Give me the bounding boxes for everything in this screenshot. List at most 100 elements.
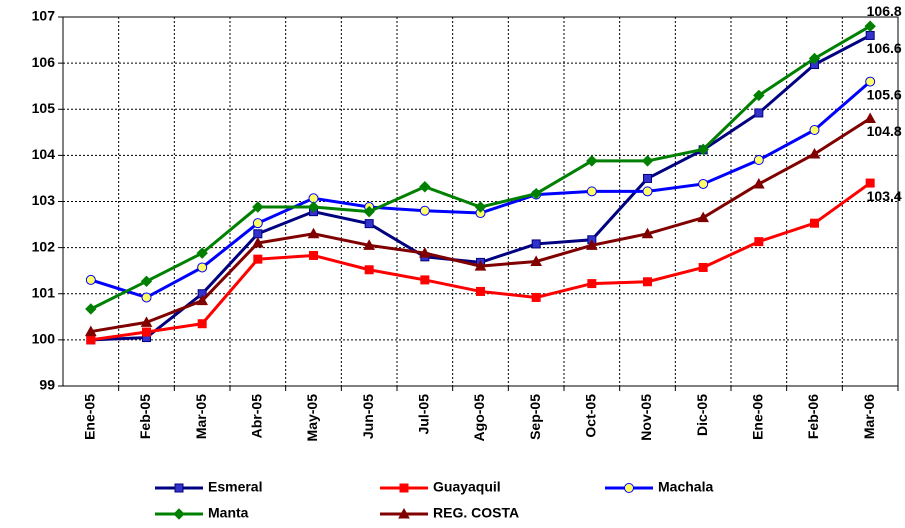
y-tick-label: 102 xyxy=(32,238,56,254)
marker xyxy=(419,205,430,216)
marker xyxy=(252,201,264,213)
x-tick-label: Jun-05 xyxy=(360,394,376,439)
marker xyxy=(587,279,597,289)
y-tick-label: 100 xyxy=(32,331,56,347)
marker xyxy=(753,154,764,165)
x-tick-label: Dic-05 xyxy=(694,394,710,436)
marker xyxy=(754,237,764,247)
y-tick-label: 106 xyxy=(32,54,56,70)
marker xyxy=(142,327,151,337)
marker xyxy=(173,508,185,520)
y-tick-label: 103 xyxy=(32,192,56,208)
x-tick-label: Ago-05 xyxy=(471,394,487,442)
marker xyxy=(140,275,153,288)
marker xyxy=(643,173,652,183)
data-label: 105.6 xyxy=(867,86,902,102)
marker xyxy=(586,155,598,167)
marker xyxy=(363,239,376,250)
marker xyxy=(363,205,375,218)
marker xyxy=(642,186,653,197)
marker xyxy=(309,250,318,260)
marker xyxy=(752,177,765,189)
x-tick-label: Ene-06 xyxy=(750,394,766,440)
x-tick-label: Ene-05 xyxy=(82,394,98,440)
marker xyxy=(585,239,598,250)
y-tick-label: 99 xyxy=(39,377,55,393)
marker xyxy=(197,262,208,273)
x-tick-label: Abr-05 xyxy=(249,394,265,439)
legend-label: REG. COSTA xyxy=(433,505,519,521)
legend-label: Manta xyxy=(208,505,249,521)
marker xyxy=(808,52,821,65)
marker xyxy=(196,247,208,259)
marker xyxy=(809,125,820,136)
marker xyxy=(810,218,819,228)
marker xyxy=(307,227,320,239)
marker xyxy=(196,294,209,306)
marker xyxy=(253,229,263,239)
marker xyxy=(399,483,409,493)
y-tick-label: 104 xyxy=(32,146,56,162)
marker xyxy=(418,247,431,258)
marker xyxy=(586,186,597,197)
x-tick-label: Mar-06 xyxy=(861,394,877,439)
marker xyxy=(753,89,765,102)
data-label: 104.8 xyxy=(867,123,902,139)
marker xyxy=(253,254,263,264)
y-tick-label: 105 xyxy=(32,100,56,116)
marker xyxy=(624,483,634,493)
x-tick-label: Feb-05 xyxy=(137,394,153,439)
marker xyxy=(865,178,875,188)
marker xyxy=(530,255,543,266)
marker xyxy=(864,112,877,123)
marker xyxy=(476,286,485,296)
legend-label: Machala xyxy=(658,479,713,495)
marker xyxy=(420,275,430,285)
marker xyxy=(865,30,875,40)
marker xyxy=(641,155,654,167)
marker xyxy=(808,147,821,159)
marker xyxy=(252,218,263,229)
legend-label: Esmeral xyxy=(208,479,262,495)
marker xyxy=(698,178,709,189)
x-tick-label: Sep-05 xyxy=(527,394,543,440)
marker xyxy=(643,277,652,287)
marker xyxy=(85,274,96,285)
marker xyxy=(474,260,487,271)
marker xyxy=(307,201,320,213)
marker xyxy=(419,181,431,193)
marker xyxy=(398,507,410,519)
x-tick-label: Nov-05 xyxy=(638,394,654,441)
marker xyxy=(141,292,152,303)
marker xyxy=(697,143,709,156)
data-label: 103.4 xyxy=(867,188,902,204)
y-tick-label: 101 xyxy=(32,284,56,300)
marker xyxy=(140,316,153,327)
marker xyxy=(174,483,184,493)
marker xyxy=(865,76,876,87)
marker xyxy=(531,239,541,249)
plot-frame xyxy=(62,16,899,387)
x-tick-label: Mar-05 xyxy=(193,394,209,439)
data-label: 106.8 xyxy=(867,3,902,19)
x-tick-label: May-05 xyxy=(304,394,320,442)
marker xyxy=(86,335,96,345)
x-tick-label: Jul-05 xyxy=(416,394,432,435)
marker xyxy=(531,292,541,302)
marker xyxy=(251,236,264,248)
marker xyxy=(197,319,207,329)
marker xyxy=(85,303,97,315)
marker xyxy=(754,108,764,118)
series-line xyxy=(90,117,871,334)
x-tick-label: Feb-06 xyxy=(805,394,821,439)
marker xyxy=(864,20,876,32)
marker xyxy=(474,201,487,213)
marker xyxy=(364,265,374,275)
marker xyxy=(697,211,710,223)
marker xyxy=(698,262,708,272)
legend-label: Guayaquil xyxy=(433,479,501,495)
marker xyxy=(641,227,654,239)
data-label: 106.6 xyxy=(867,40,902,56)
marker xyxy=(530,187,542,200)
marker xyxy=(84,325,97,337)
